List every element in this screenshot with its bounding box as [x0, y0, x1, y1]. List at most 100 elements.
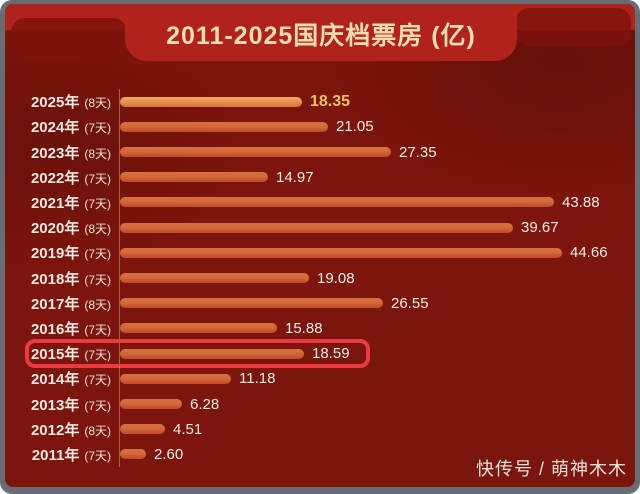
chart-row: 2016年 (7天) 15.88 — [8, 315, 633, 342]
row-category-label: 2012年 (8天) — [8, 419, 119, 440]
row-year-label: 2024年 — [30, 119, 80, 137]
bar-value-label: 2.60 — [154, 445, 184, 463]
row-days-label: (7天) — [84, 348, 111, 363]
bar — [120, 449, 146, 460]
row-days-label: (8天) — [84, 297, 111, 312]
row-days-label: (7天) — [84, 121, 111, 136]
row-category-label: 2016年 (7天) — [8, 318, 119, 339]
row-year-label: 2019年 — [30, 245, 80, 263]
bar-value-label: 4.51 — [173, 420, 203, 438]
bar-track: 44.66 — [119, 240, 633, 266]
bar-value-label: 14.97 — [276, 168, 314, 186]
row-category-label: 2011年 (7天) — [8, 444, 119, 465]
chart-row: 2012年 (8天) 4.51 — [8, 416, 633, 442]
bar — [120, 424, 165, 435]
bar-value-label: 26.55 — [391, 294, 429, 312]
row-category-label: 2025年 (8天) — [8, 91, 119, 112]
row-category-label: 2015年 (7天) — [8, 343, 119, 364]
row-year-label: 2015年 — [30, 346, 80, 364]
row-category-label: 2023年 (8天) — [8, 142, 119, 163]
bar-value-label: 18.59 — [312, 345, 350, 363]
row-category-label: 2018年 (7天) — [8, 268, 119, 289]
bar — [120, 273, 309, 284]
row-category-label: 2020年 (8天) — [8, 217, 119, 238]
chart-row: 2013年 (7天) 6.28 — [8, 391, 633, 417]
chart-row: 2014年 (7天) 11.18 — [8, 366, 633, 392]
bar-value-label: 44.66 — [570, 244, 608, 262]
chart-row: 2023年 (8天) 27.35 — [8, 139, 633, 165]
row-category-label: 2022年 (7天) — [8, 167, 119, 188]
row-year-label: 2017年 — [30, 295, 80, 313]
bar-track: 6.28 — [119, 391, 633, 417]
page-title: 2011-2025国庆档票房 (亿) — [166, 21, 476, 50]
bar-track: 4.51 — [119, 416, 633, 442]
bar-value-label: 6.28 — [190, 395, 220, 413]
bar-track: 43.88 — [119, 189, 633, 216]
chart-row: 2019年 (7天) 44.66 — [8, 240, 633, 266]
bar-value-label: 21.05 — [336, 118, 374, 136]
chart-background: 2011-2025国庆档票房 (亿) 2025年 (8天) 18.35 2024年 (7… — [5, 4, 635, 487]
bar-track: 21.05 — [119, 114, 633, 140]
bar-value-label: 27.35 — [399, 143, 437, 161]
chart-row: 2024年 (7天) 21.05 — [8, 114, 633, 140]
row-year-label: 2021年 — [30, 194, 80, 212]
chart-row: 2020年 (8天) 39.67 — [8, 215, 633, 241]
row-year-label: 2020年 — [30, 220, 80, 238]
bar — [120, 298, 383, 309]
title-plaque: 2011-2025国庆档票房 (亿) — [125, 4, 517, 61]
bar-track: 15.88 — [119, 315, 633, 342]
bar-track: 18.59 — [119, 341, 633, 367]
row-days-label: (7天) — [84, 196, 111, 211]
chart-row: 2022年 (7天) 14.97 — [8, 164, 633, 190]
row-days-label: (7天) — [84, 373, 111, 388]
row-days-label: (8天) — [84, 222, 111, 237]
bar-value-label: 15.88 — [285, 319, 323, 337]
row-year-label: 2018年 — [30, 270, 80, 288]
bar — [120, 323, 277, 334]
bar — [120, 348, 304, 359]
row-days-label: (7天) — [84, 247, 111, 262]
bar-track: 19.08 — [119, 265, 633, 291]
chart-rows: 2025年 (8天) 18.35 2024年 (7天) 21.05 2023年 (8天) 27.… — [8, 89, 633, 468]
bar — [120, 373, 231, 384]
row-category-label: 2017年 (8天) — [8, 293, 119, 314]
row-category-label: 2014年 (7天) — [8, 368, 119, 389]
watermark: 快传号 / 萌神木木 — [475, 459, 627, 479]
row-days-label: (7天) — [84, 448, 111, 463]
bar — [120, 247, 562, 258]
chart-row: 2017年 (8天) 26.55 — [8, 290, 633, 316]
row-category-label: 2024年 (7天) — [8, 116, 119, 137]
bar — [120, 197, 554, 208]
chart-row: 2011年 (7天) 2.60 — [8, 441, 633, 468]
row-year-label: 2016年 — [30, 320, 80, 338]
bar-track: 18.35 — [119, 89, 633, 115]
chart-row: 2018年 (7天) 19.08 — [8, 265, 633, 291]
row-year-label: 2025年 — [30, 94, 80, 112]
row-category-label: 2021年 (7天) — [8, 192, 119, 213]
row-days-label: (8天) — [84, 146, 111, 161]
row-year-label: 2014年 — [30, 371, 80, 389]
bar-value-label: 19.08 — [317, 269, 355, 287]
bar-track: 11.18 — [119, 366, 633, 392]
cloud-decoration-right — [515, 8, 631, 46]
row-days-label: (8天) — [84, 96, 111, 111]
bar — [120, 121, 328, 132]
bar-value-label: 18.35 — [310, 92, 351, 110]
row-category-label: 2019年 (7天) — [8, 242, 119, 263]
bar-track: 26.55 — [119, 290, 633, 316]
bar-value-label: 39.67 — [521, 219, 559, 237]
row-days-label: (7天) — [84, 272, 111, 287]
bar-value-label: 11.18 — [239, 370, 276, 388]
chart-row: 2015年 (7天) 18.59 — [8, 339, 633, 369]
row-days-label: (7天) — [84, 322, 111, 337]
row-days-label: (7天) — [84, 171, 111, 186]
row-days-label: (7天) — [84, 398, 111, 413]
bar-track: 14.97 — [119, 164, 633, 190]
row-year-label: 2011年 — [31, 446, 80, 464]
chart-row: 2025年 (8天) 18.35 — [8, 89, 633, 115]
chart-row: 2021年 (7天) 43.88 — [8, 189, 633, 216]
bar-track: 39.67 — [119, 215, 633, 241]
row-year-label: 2013年 — [30, 396, 80, 414]
row-year-label: 2012年 — [30, 421, 80, 439]
